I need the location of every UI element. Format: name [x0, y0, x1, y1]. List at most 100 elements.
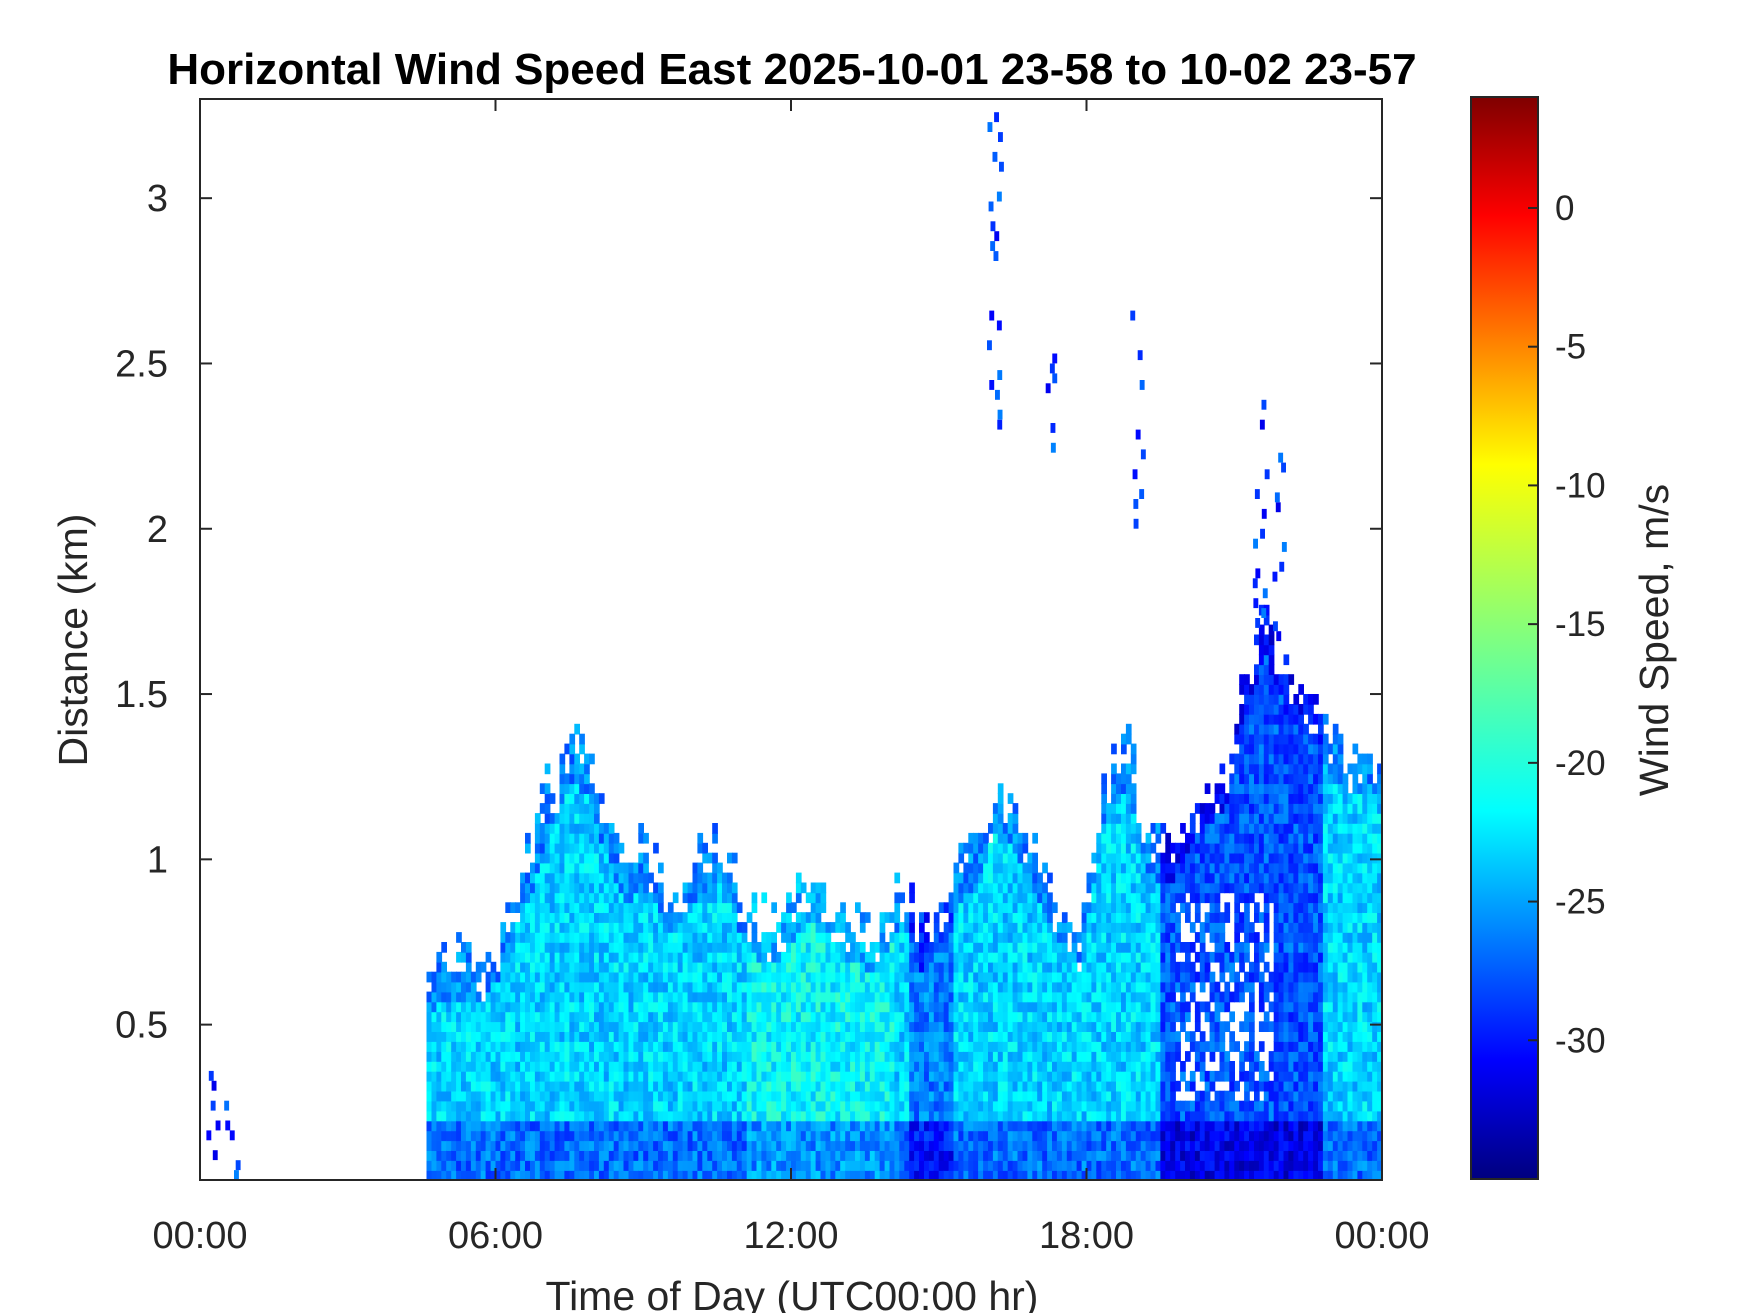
- heatmap-cell: [1160, 1090, 1167, 1102]
- heatmap-cell: [1037, 1061, 1043, 1072]
- heatmap-cell: [874, 961, 881, 973]
- heatmap-cell: [658, 1080, 664, 1092]
- heatmap-cell: [815, 1130, 822, 1142]
- heatmap-cell: [1209, 1051, 1216, 1062]
- heatmap-cell: [884, 1001, 891, 1013]
- heatmap-cell: [707, 1130, 713, 1142]
- heatmap-cell: [598, 892, 605, 904]
- heatmap-cell: [697, 842, 704, 854]
- heatmap-cell: [697, 1061, 704, 1072]
- heatmap-cell: [731, 1021, 738, 1032]
- heatmap-cell: [534, 932, 541, 943]
- heatmap-cell: [1204, 912, 1211, 923]
- heatmap-cell: [682, 1130, 689, 1142]
- heatmap-cell: [559, 1090, 566, 1102]
- heatmap-cell: [948, 971, 955, 983]
- heatmap-cell: [1066, 981, 1073, 993]
- heatmap-cell: [835, 1061, 841, 1072]
- heatmap-cell: [574, 1120, 580, 1132]
- heatmap-cell: [1135, 882, 1142, 894]
- heatmap-cell: [446, 1160, 452, 1171]
- heatmap-cell: [451, 1130, 457, 1142]
- heatmap-cell: [539, 1080, 546, 1092]
- heatmap-cell: [525, 1061, 531, 1072]
- heatmap-cell: [1135, 1070, 1142, 1082]
- heatmap-cell: [1140, 1120, 1147, 1132]
- heatmap-cell: [608, 961, 615, 973]
- heatmap-cell: [1160, 1080, 1167, 1092]
- heatmap-cell: [1204, 1160, 1211, 1171]
- heatmap-cell: [598, 1041, 605, 1052]
- heatmap-cell: [559, 1011, 566, 1023]
- heatmap-cell: [1047, 942, 1053, 953]
- heatmap-cell: [786, 1021, 792, 1032]
- heatmap-cell: [894, 1090, 901, 1102]
- heatmap-cell: [845, 1100, 851, 1112]
- heatmap-cell: [525, 892, 531, 904]
- heatmap-cell: [963, 1070, 970, 1082]
- heatmap-cell: [766, 1160, 773, 1171]
- heatmap-cell: [594, 981, 600, 993]
- heatmap-cell: [800, 981, 807, 993]
- heatmap-cell: [835, 1140, 841, 1151]
- heatmap-cell: [1042, 902, 1048, 913]
- heatmap-cell: [992, 981, 999, 993]
- heatmap-cell: [1056, 991, 1063, 1003]
- heatmap-cell: [1160, 951, 1167, 963]
- heatmap-cell: [515, 1130, 521, 1142]
- heatmap-cell: [510, 961, 516, 973]
- heatmap-cell: [643, 1011, 649, 1023]
- heatmap-cell: [820, 1170, 827, 1180]
- heatmap-cell: [928, 942, 935, 953]
- heatmap-cell: [874, 1100, 881, 1112]
- heatmap-cell: [761, 1011, 768, 1023]
- heatmap-cell: [1027, 912, 1034, 923]
- heatmap-cell: [1219, 763, 1226, 775]
- heatmap-cell: [603, 872, 610, 884]
- heatmap-cell: [648, 892, 654, 904]
- heatmap-cell: [771, 991, 777, 1003]
- heatmap-cell: [1071, 1120, 1078, 1132]
- heatmap-cell: [1121, 1080, 1127, 1092]
- heatmap-cell: [480, 1041, 487, 1052]
- heatmap-cell: [544, 862, 551, 874]
- heatmap-cell: [687, 922, 694, 933]
- heatmap-cell: [1091, 1090, 1098, 1102]
- heatmap-cell: [874, 1061, 881, 1072]
- heatmap-cell: [756, 1080, 763, 1092]
- heatmap-cell: [707, 961, 713, 973]
- heatmap-cell: [534, 1140, 541, 1151]
- heatmap-cell: [997, 1070, 1004, 1082]
- heatmap-cell: [771, 1021, 777, 1032]
- heatmap-cell: [653, 942, 659, 953]
- heatmap-cell: [914, 1110, 920, 1122]
- heatmap-cell: [825, 1031, 832, 1042]
- heatmap-cell: [653, 842, 659, 854]
- heatmap-cell: [431, 1061, 438, 1072]
- heatmap-cell: [741, 942, 748, 953]
- heatmap-cell: [1209, 1100, 1216, 1112]
- heatmap-cell: [815, 1100, 822, 1112]
- heatmap-cell: [928, 1061, 935, 1072]
- heatmap-cell: [810, 1011, 817, 1023]
- heatmap-cell: [436, 1100, 443, 1112]
- heatmap-cell: [623, 961, 630, 973]
- heatmap-cell: [618, 882, 625, 894]
- heatmap-cell: [761, 892, 768, 904]
- heatmap-cell: [953, 922, 960, 933]
- heatmap-cell: [490, 961, 497, 973]
- heatmap-cell: [909, 892, 915, 904]
- heatmap-cell: [889, 991, 896, 1003]
- heatmap-cell: [534, 1001, 541, 1013]
- heatmap-cell: [1096, 1021, 1102, 1032]
- heatmap-cell: [761, 981, 768, 993]
- heatmap-cell: [1101, 1170, 1107, 1180]
- heatmap-cell: [938, 942, 945, 953]
- heatmap-cell: [1002, 1001, 1009, 1013]
- heatmap-cell: [845, 1150, 851, 1161]
- heatmap-cell: [820, 922, 827, 933]
- heatmap-cell: [539, 1001, 546, 1013]
- heatmap-cell: [746, 1120, 753, 1132]
- heatmap-cell: [692, 951, 699, 963]
- heatmap-cell: [1130, 803, 1137, 814]
